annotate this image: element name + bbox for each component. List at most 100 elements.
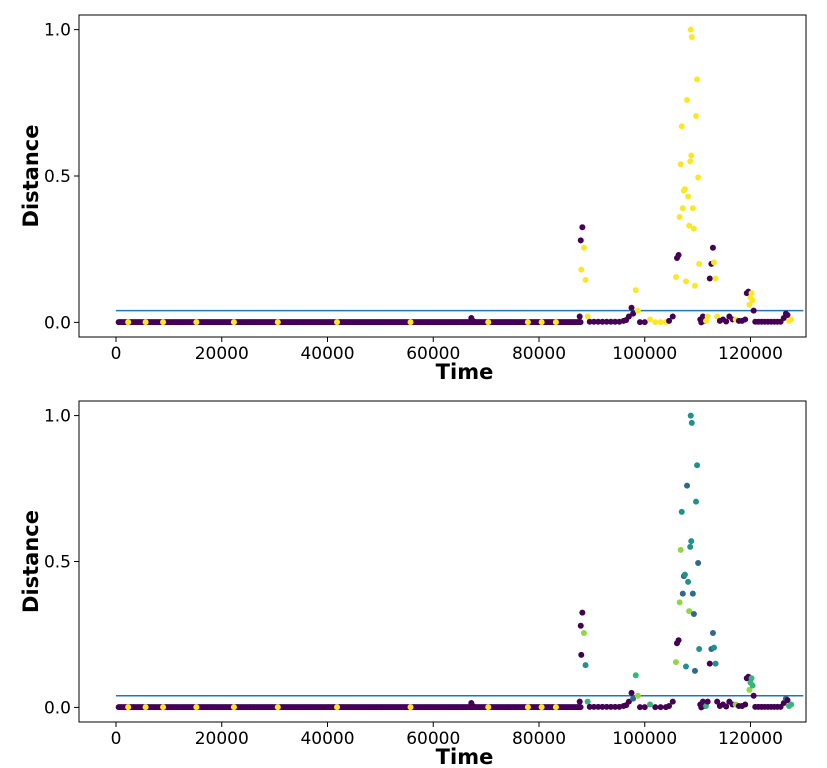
data-point bbox=[704, 698, 711, 705]
chart-panel-2: 0 20000 40000 60000 80000 100000 120000 0.0 0.5 1… bbox=[19, 400, 807, 768]
data-point bbox=[607, 703, 614, 710]
data-point bbox=[582, 662, 589, 669]
data-point bbox=[748, 290, 755, 297]
data-point bbox=[682, 663, 689, 670]
data-point bbox=[712, 275, 719, 282]
data-point bbox=[538, 704, 545, 711]
data-point bbox=[672, 659, 679, 666]
data-point bbox=[723, 703, 730, 710]
x-axis-label: Time bbox=[436, 745, 494, 768]
data-point bbox=[641, 704, 648, 711]
data-point bbox=[784, 697, 791, 704]
data-point bbox=[677, 161, 684, 168]
data-point bbox=[647, 316, 654, 323]
data-point bbox=[688, 152, 695, 159]
data-point bbox=[679, 205, 686, 212]
data-point bbox=[579, 609, 586, 616]
data-point bbox=[125, 704, 132, 711]
data-point bbox=[675, 252, 682, 259]
data-point bbox=[694, 76, 701, 83]
data-point bbox=[688, 538, 695, 545]
data-point bbox=[749, 682, 756, 689]
data-point bbox=[681, 571, 688, 578]
y-tick-label: 0.0 bbox=[44, 698, 71, 718]
data-point bbox=[685, 578, 692, 585]
data-point bbox=[687, 158, 694, 165]
data-point bbox=[749, 297, 756, 304]
x-tick-label: 80000 bbox=[512, 344, 566, 364]
data-point bbox=[612, 703, 619, 710]
data-point bbox=[693, 498, 700, 505]
data-point bbox=[690, 611, 697, 618]
data-point bbox=[577, 704, 584, 711]
data-point bbox=[160, 319, 167, 326]
data-point bbox=[274, 319, 281, 326]
data-point bbox=[625, 698, 632, 705]
data-point bbox=[576, 698, 583, 705]
data-point bbox=[334, 319, 341, 326]
data-point bbox=[632, 672, 639, 679]
data-point bbox=[552, 704, 559, 711]
data-point bbox=[552, 319, 559, 326]
data-point bbox=[677, 546, 684, 553]
x-tick-label: 120000 bbox=[718, 729, 783, 749]
data-point bbox=[723, 318, 730, 325]
data-point bbox=[647, 701, 654, 708]
data-point bbox=[160, 704, 167, 711]
data-point bbox=[230, 704, 237, 711]
data-point bbox=[691, 282, 698, 289]
data-point bbox=[578, 266, 585, 273]
data-point bbox=[714, 313, 721, 320]
data-point bbox=[688, 419, 695, 426]
data-point bbox=[142, 704, 149, 711]
data-point bbox=[686, 222, 693, 229]
y-tick-label: 0.5 bbox=[44, 167, 71, 187]
data-point bbox=[599, 318, 606, 325]
x-tick-label: 100000 bbox=[612, 344, 677, 364]
data-point bbox=[693, 112, 700, 119]
data-point bbox=[657, 704, 664, 711]
data-point bbox=[142, 319, 149, 326]
data-point bbox=[688, 33, 695, 40]
y-tick-label: 0.0 bbox=[44, 313, 71, 333]
data-point bbox=[696, 260, 703, 267]
data-point bbox=[672, 273, 679, 280]
x-tick-label: 40000 bbox=[300, 344, 354, 364]
data-point bbox=[666, 317, 673, 324]
data-point bbox=[407, 319, 414, 326]
data-point bbox=[746, 301, 753, 308]
data-point bbox=[274, 704, 281, 711]
data-point bbox=[586, 318, 593, 325]
y-tick-label: 1.0 bbox=[44, 407, 71, 427]
data-point bbox=[612, 318, 619, 325]
data-point bbox=[334, 704, 341, 711]
data-point bbox=[742, 316, 749, 323]
data-point bbox=[657, 319, 664, 326]
data-point bbox=[577, 237, 584, 244]
data-point bbox=[580, 630, 587, 636]
data-point bbox=[577, 622, 584, 629]
data-point bbox=[603, 703, 610, 710]
data-point bbox=[684, 96, 691, 103]
x-tick-label: 80000 bbox=[512, 729, 566, 749]
data-point bbox=[603, 318, 610, 325]
data-point bbox=[628, 689, 635, 696]
x-tick-label: 100000 bbox=[612, 729, 677, 749]
data-point bbox=[788, 316, 795, 323]
data-point bbox=[607, 318, 614, 325]
data-point bbox=[193, 704, 200, 711]
y-tick-label: 0.5 bbox=[44, 553, 71, 573]
x-tick-label: 120000 bbox=[718, 344, 783, 364]
data-point bbox=[577, 319, 584, 326]
data-point bbox=[641, 319, 648, 326]
data-point bbox=[686, 608, 693, 615]
data-point bbox=[579, 224, 586, 231]
data-point bbox=[689, 590, 696, 597]
data-point bbox=[681, 186, 688, 193]
x-tick-label: 0 bbox=[111, 729, 122, 749]
data-point bbox=[750, 692, 757, 699]
data-point bbox=[746, 686, 753, 693]
x-tick-label: 20000 bbox=[195, 344, 249, 364]
data-point bbox=[652, 704, 659, 711]
